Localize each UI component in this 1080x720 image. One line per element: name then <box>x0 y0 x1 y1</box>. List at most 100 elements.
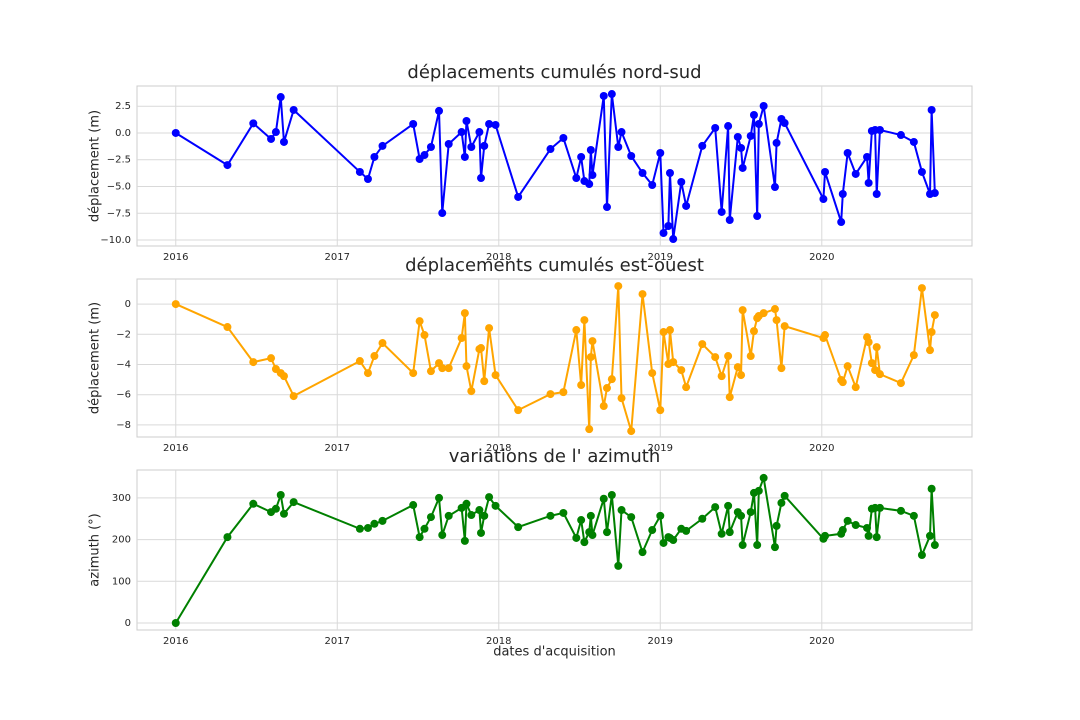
data-point <box>909 511 918 520</box>
data-point <box>485 119 494 128</box>
data-point <box>415 317 424 326</box>
data-point <box>426 143 435 152</box>
y-tick-label: 300 <box>112 493 131 504</box>
data-point <box>171 300 180 309</box>
data-point <box>444 140 453 149</box>
data-point <box>851 383 860 392</box>
x-tick-label: 2018 <box>486 443 511 454</box>
data-point <box>514 406 523 415</box>
data-point <box>355 167 364 176</box>
data-point <box>777 364 786 373</box>
data-point <box>586 353 595 362</box>
data-point <box>717 207 726 216</box>
y-tick-label: 200 <box>112 535 131 546</box>
data-point <box>577 381 586 390</box>
data-point <box>770 543 779 552</box>
data-point <box>746 508 755 517</box>
data-point <box>770 183 779 192</box>
data-point <box>659 328 668 337</box>
data-point <box>724 352 733 361</box>
data-point <box>875 503 884 512</box>
data-point <box>638 169 647 178</box>
data-point <box>420 331 429 340</box>
data-point <box>289 105 298 114</box>
x-tick-label: 2016 <box>163 252 188 263</box>
data-point <box>491 120 500 129</box>
x-tick-label: 2016 <box>163 636 188 647</box>
data-point <box>780 119 789 128</box>
data-point <box>485 493 494 502</box>
data-point <box>711 503 720 512</box>
x-tick-label: 2016 <box>163 443 188 454</box>
data-point <box>457 128 466 137</box>
data-point <box>627 151 636 160</box>
data-point <box>698 340 707 349</box>
data-point <box>426 513 435 522</box>
data-point <box>677 178 686 186</box>
data-point <box>669 358 678 367</box>
data-point <box>607 375 616 384</box>
y-tick-label: −4 <box>116 359 131 370</box>
data-point <box>780 322 789 331</box>
x-tick-label: 2019 <box>648 636 673 647</box>
data-point <box>462 116 471 125</box>
data-point <box>754 119 763 128</box>
x-axis-label: dates d'acquisition <box>493 645 616 660</box>
data-point <box>875 125 884 134</box>
data-point <box>821 331 830 340</box>
data-point <box>617 128 626 137</box>
data-point <box>588 171 597 180</box>
data-point <box>514 523 523 532</box>
data-point <box>648 526 657 535</box>
data-point <box>665 169 674 178</box>
x-tick-label: 2017 <box>325 252 350 263</box>
data-point <box>772 316 781 325</box>
data-point <box>725 393 734 402</box>
data-point <box>717 529 726 538</box>
data-point <box>749 327 758 336</box>
data-point <box>738 163 747 172</box>
data-point <box>648 180 657 189</box>
data-point <box>438 531 447 540</box>
y-tick-label: 2.5 <box>115 101 131 112</box>
data-point <box>355 524 364 533</box>
data-point <box>279 137 288 146</box>
x-tick-label: 2020 <box>809 636 834 647</box>
data-point <box>249 358 258 367</box>
data-point <box>669 235 678 244</box>
data-point <box>617 506 626 515</box>
data-point <box>927 484 936 493</box>
data-point <box>614 282 623 291</box>
data-point <box>682 383 691 392</box>
x-tick-label: 2019 <box>648 252 673 263</box>
data-point <box>656 148 665 157</box>
data-point <box>355 357 364 366</box>
y-tick-label: −2.5 <box>107 155 131 166</box>
data-point <box>572 533 581 542</box>
data-point <box>617 394 626 403</box>
data-point <box>475 506 484 515</box>
data-point <box>711 123 720 132</box>
data-point <box>460 536 469 545</box>
data-point <box>223 161 232 170</box>
data-point <box>930 311 939 320</box>
data-point <box>426 367 435 376</box>
y-tick-label: 0 <box>125 618 131 629</box>
data-point <box>821 531 830 540</box>
data-point <box>289 498 298 507</box>
data-point <box>415 533 424 542</box>
x-tick-label: 2020 <box>809 252 834 263</box>
data-point <box>659 229 668 238</box>
data-point <box>378 339 387 348</box>
data-point <box>420 151 429 160</box>
data-point <box>438 209 447 218</box>
data-point <box>491 371 500 380</box>
data-point <box>753 212 762 221</box>
data-point <box>711 353 720 362</box>
data-point <box>271 504 280 513</box>
data-point <box>837 218 846 227</box>
y-tick-label: −6 <box>116 390 131 401</box>
data-point <box>514 192 523 201</box>
data-point <box>780 491 789 500</box>
data-point <box>267 134 276 143</box>
